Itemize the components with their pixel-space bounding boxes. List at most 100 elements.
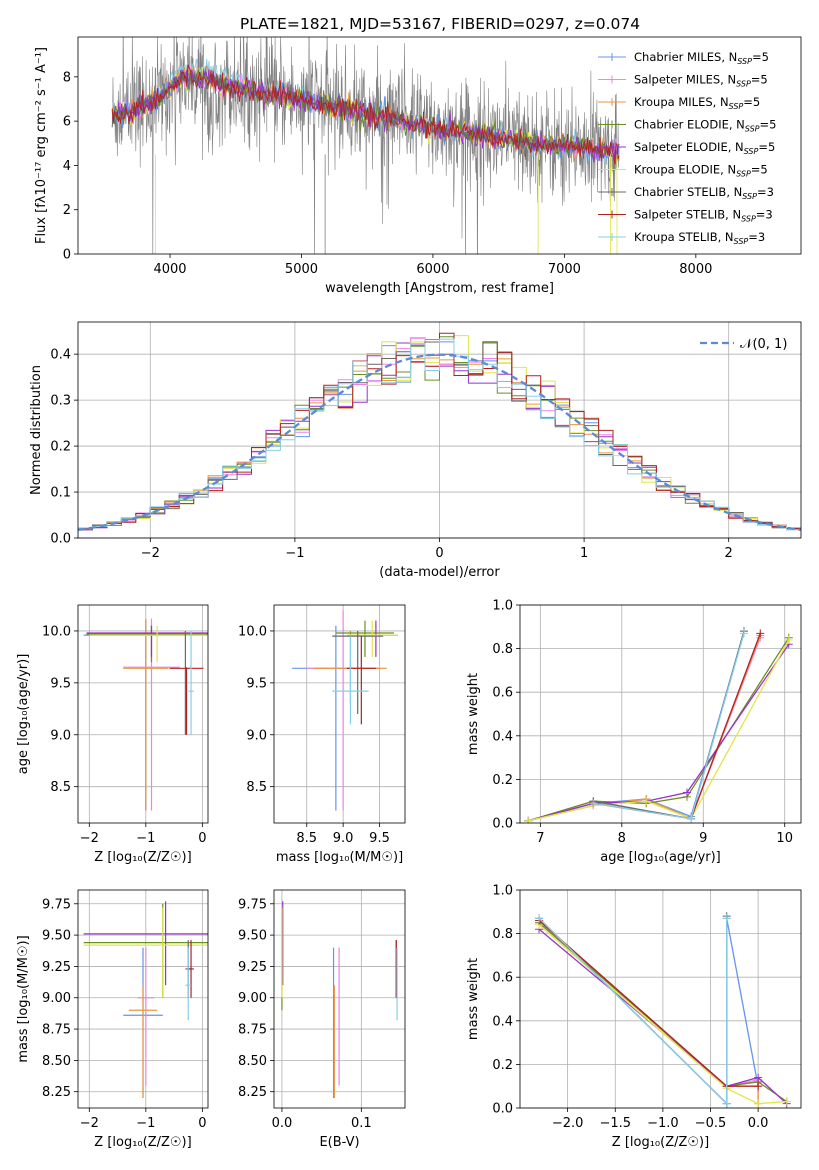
x-tick-label: 0	[435, 546, 443, 561]
plot-frame	[77, 321, 802, 539]
errorbar-point	[128, 985, 158, 1098]
legend-subscript: SSP	[734, 237, 749, 246]
y-tick-label: 9.50	[238, 929, 267, 944]
y-tick-label: 9.00	[42, 991, 71, 1006]
y-tick-label: 9.5	[246, 676, 267, 691]
plot-mass_vs_ebv: 0.0 0.1 8.25 8.50 8.75 9.00 9.25 9.50 9.75 E(B-V)	[238, 889, 406, 1150]
errorbar-point	[332, 636, 369, 725]
y-tick-label: 0.0	[492, 817, 513, 832]
axes: −2 −1 0 8.25 8.50 8.75 9.00 9.25 9.50 9.75 Z [log₁…	[16, 889, 209, 1150]
legend-label: Chabrier ELODIE, NSSP=5	[634, 118, 776, 134]
errorbar-point	[86, 625, 208, 657]
legend-name: Chabrier ELODIE, N	[634, 118, 745, 132]
weight-series-4	[527, 643, 790, 822]
legend-name: Kroupa STELIB, N	[634, 230, 734, 244]
y-tick-label: 0.1	[50, 486, 71, 501]
observed-spectrum	[111, 37, 620, 254]
plot-frame	[273, 604, 406, 824]
y-tick-label: 8	[63, 70, 71, 85]
weight-marker	[682, 788, 691, 797]
y-axis-label: Normed distribution	[29, 365, 44, 495]
legend-item: Salpeter MILES, NSSP=5	[598, 73, 768, 89]
plot-area	[292, 610, 398, 811]
x-axis-label: wavelength [Angstrom, rest frame]	[325, 281, 554, 296]
residual-hist-8	[78, 338, 801, 538]
legend-label: Kroupa STELIB, NSSP=3	[634, 230, 765, 246]
y-tick-label: 0.0	[50, 532, 71, 547]
weight-marker	[722, 914, 731, 923]
x-tick-label: −2	[80, 831, 99, 846]
legend-suffix: =3	[748, 230, 765, 244]
weight-marker	[739, 629, 748, 638]
errorbar-point	[123, 618, 169, 811]
y-tick-label: 0.2	[50, 440, 71, 455]
y-tick-label: 1.0	[492, 599, 513, 614]
weight-marker	[687, 814, 696, 823]
y-tick-label: 0.6	[492, 971, 513, 986]
y-tick-label: 9.0	[246, 728, 267, 743]
legend-subscript: SSP	[729, 102, 744, 111]
errorbar-point	[185, 947, 192, 1021]
weight-marker	[589, 799, 598, 808]
x-axis-label: age [log₁₀(age/yr)]	[600, 850, 721, 865]
errorbar-point	[188, 940, 194, 998]
grid	[274, 605, 405, 823]
plot-area	[524, 627, 793, 823]
weight-marker	[754, 1099, 763, 1108]
x-tick-label: 7	[536, 831, 544, 846]
legend-label: 𝒩(0, 1)	[740, 337, 787, 352]
errorbar-point	[306, 610, 380, 811]
legend-suffix: =5	[751, 73, 768, 87]
y-tick-label: 0.2	[492, 1058, 513, 1073]
plot-weight_vs_age: 7 8 9 10 0.0 0.2 0.4 0.6 0.8 1.0 age [log₁₀(age/yr…	[466, 599, 802, 865]
weight-series-0	[538, 917, 759, 1106]
legend-label: Chabrier MILES, NSSP=5	[634, 50, 769, 66]
legend-item: Chabrier ELODIE, NSSP=5	[598, 118, 776, 134]
y-axis-label: mass [log₁₀(M/M☉)]	[16, 935, 31, 1062]
y-tick-label: 10.0	[42, 624, 71, 639]
weight-series-8	[593, 633, 745, 820]
weight-series-0	[527, 631, 745, 822]
x-tick-label: −1.5	[599, 1116, 631, 1131]
weight-marker	[722, 1099, 731, 1108]
x-tick-label: 0.0	[272, 1116, 293, 1131]
x-tick-label: 9	[699, 831, 707, 846]
plot-mass_vs_Z: −2 −1 0 8.25 8.50 8.75 9.00 9.25 9.50 9.75 Z [log₁…	[16, 889, 209, 1150]
x-tick-label: 0.0	[748, 1116, 769, 1131]
y-tick-label: 1.0	[492, 884, 513, 899]
y-tick-label: 6	[63, 115, 71, 130]
x-axis-label: E(B-V)	[319, 1135, 359, 1150]
legend-label: Salpeter STELIB, NSSP=3	[634, 208, 773, 224]
y-tick-label: 0.8	[492, 642, 513, 657]
figure-title: PLATE=1821, MJD=53167, FIBERID=0297, z=0…	[240, 15, 640, 33]
plot-frame	[77, 36, 802, 255]
legend-item: Chabrier STELIB, NSSP=3	[598, 185, 774, 201]
plot-frame	[519, 604, 802, 824]
errorbar-point	[83, 907, 208, 998]
weight-marker	[784, 635, 793, 644]
legend: 𝒩(0, 1)	[700, 337, 787, 352]
x-tick-label: 10	[776, 831, 793, 846]
x-tick-label: 8.5	[296, 831, 317, 846]
y-tick-label: 8.25	[42, 1085, 71, 1100]
axes: −2 −1 0 1 2 0.0 0.1 0.2 0.3 0.4 (data-model)/error…	[29, 321, 802, 580]
y-tick-label: 9.0	[50, 728, 71, 743]
errorbar-point	[335, 620, 395, 657]
legend-label: Salpeter MILES, NSSP=5	[634, 73, 768, 89]
x-tick-label: −2	[141, 546, 160, 561]
legend-suffix: =3	[757, 185, 774, 199]
plot-age_vs_Z: −2 −1 0 8.5 9.0 9.5 10.0 Z [log₁₀(Z/Z☉)] age [lo…	[16, 604, 209, 865]
weight-marker	[524, 816, 533, 823]
legend-label: Salpeter ELODIE, NSSP=5	[634, 140, 775, 156]
y-tick-label: 10.0	[238, 624, 267, 639]
y-tick-label: 9.00	[238, 991, 267, 1006]
x-tick-label: −2	[80, 1116, 99, 1131]
x-tick-label: 5000	[285, 262, 318, 277]
x-tick-label: 9.5	[369, 831, 390, 846]
x-tick-label: 6000	[416, 262, 449, 277]
gaussian-reference	[78, 353, 801, 532]
y-tick-label: 9.5	[50, 676, 71, 691]
legend-label: Chabrier STELIB, NSSP=3	[634, 185, 774, 201]
errorbar-point	[169, 667, 204, 735]
legend-name: Salpeter MILES, N	[634, 73, 736, 87]
